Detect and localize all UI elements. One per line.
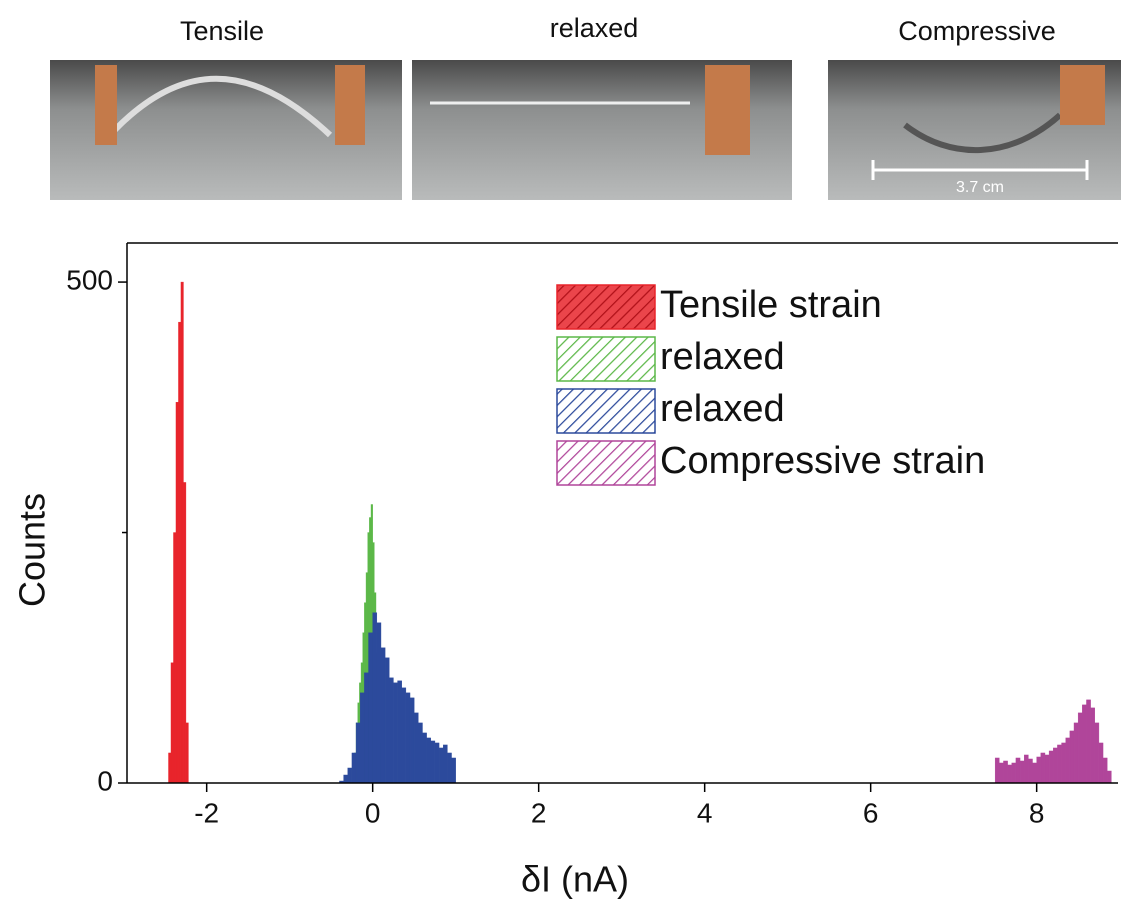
histogram-bar [413,712,419,784]
legend-label: Compressive strain [660,440,985,482]
histogram-bar [168,752,172,784]
histogram-bar [1019,760,1025,784]
histogram-bar [397,680,402,784]
histogram-bar [360,692,365,784]
x-tick-label: -2 [194,797,219,828]
histogram-bar [994,757,1000,784]
histogram-bar [347,767,353,784]
histogram-bar [1098,742,1104,784]
histogram-bar [1102,757,1108,784]
histogram-bar [1048,750,1054,784]
histogram-series [994,699,1112,784]
scale-label: 3.7 cm [956,179,1004,196]
histogram-bar [409,697,415,784]
histogram-bar [401,687,407,784]
x-tick-label: 4 [697,797,713,828]
x-axis-label: δI (nA) [521,859,629,900]
histogram-bar [1015,757,1021,784]
legend-label: Tensile strain [660,284,882,326]
y-tick-label: 500 [66,264,113,295]
histogram-bar [1053,747,1058,784]
histogram-bar [1082,704,1087,784]
histogram-bar [999,762,1004,784]
legend-label: relaxed [660,388,785,430]
histogram-bar [1011,762,1017,784]
histogram-bar [434,742,440,784]
histogram-bar [1077,712,1083,784]
histogram-bar [1003,760,1008,784]
histogram-bar [418,722,423,784]
histogram-bar [355,722,361,784]
electrode [335,65,365,145]
histogram-bar [1061,742,1066,784]
legend-swatch [556,440,656,486]
histogram-series [168,281,189,784]
histogram-bar [451,757,456,784]
histogram-bar [183,482,187,784]
histogram-bar [364,672,369,784]
photo-caption: relaxed [550,13,639,43]
legend-swatch [556,336,656,382]
legend-label: relaxed [660,336,785,378]
histogram-bar [180,281,184,784]
y-axis-label: Counts [12,493,53,607]
x-tick-label: 8 [1029,797,1045,828]
x-tick-label: 6 [863,797,879,828]
x-tick-label: 2 [531,797,547,828]
x-tick-label: 0 [365,797,381,828]
legend-swatch [556,284,656,330]
histogram-bar [1107,770,1112,784]
histogram-bar [351,752,357,784]
histogram-bar [1032,762,1037,784]
histogram-bar [1090,707,1095,784]
film [903,112,1063,153]
histogram-bar [393,682,398,784]
histogram-bar [1094,722,1100,784]
histogram-bar [376,622,382,784]
histogram-bar [447,752,452,784]
electrode [95,65,117,145]
photo-caption: Tensile [180,16,264,46]
legend-swatch [556,388,656,434]
histogram-series [339,612,456,784]
histogram-bar [178,321,182,784]
photo-caption: Compressive [898,16,1056,46]
histogram-bar [422,732,427,784]
histogram-bar [1024,754,1029,784]
histogram-bar [380,647,386,784]
photo-panels: 3.7 cm Tensile relaxed Compressive [50,13,1121,200]
histogram-bar [1069,730,1075,784]
histogram-bar [343,774,348,784]
film [107,75,333,138]
histogram-bar [1057,744,1062,784]
histogram-bar [1044,754,1050,784]
histogram-bar [1036,756,1042,784]
histogram-bar [368,632,373,784]
histogram-bar [384,657,390,784]
electrode [1060,65,1105,125]
histogram-bar [1065,737,1071,784]
histogram-bar [1040,752,1046,784]
histogram-bar [430,740,436,784]
histogram-bar [185,722,189,784]
histogram-bar [1086,699,1091,784]
histogram-bar [372,612,378,784]
histogram-bar [438,747,444,784]
histogram-bar [389,677,394,784]
electrode [705,65,750,155]
y-tick-label: 0 [97,765,113,796]
histogram-bar [170,662,174,784]
histogram-bar [405,692,411,784]
histogram-bar [426,737,431,784]
histogram-bar [1073,722,1079,784]
histogram-bar [1007,764,1012,784]
histogram-bar [175,402,179,784]
histogram-bar [1028,758,1033,784]
histogram-bar [173,532,177,784]
histogram-bar [443,744,448,784]
